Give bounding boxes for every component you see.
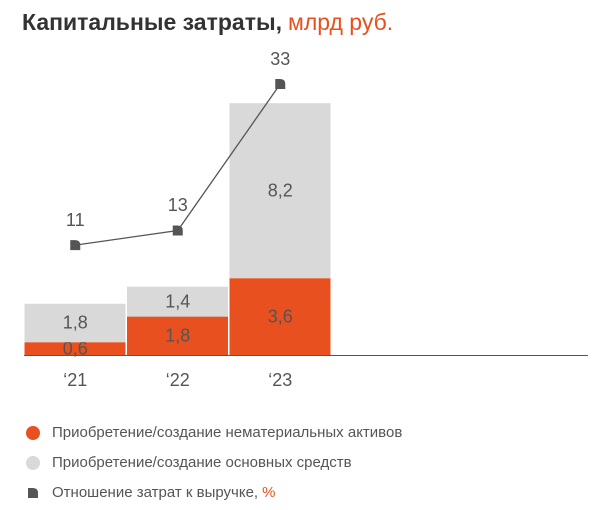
legend-label: Приобретение/создание основных средств xyxy=(52,454,352,471)
ratio-marker xyxy=(172,225,183,236)
legend-label: Отношение затрат к выручке, xyxy=(52,484,258,501)
value-label: 3,6 xyxy=(268,306,293,326)
value-label: 1,8 xyxy=(165,326,190,346)
bar-segment xyxy=(127,316,228,355)
legend-dot xyxy=(26,426,40,440)
ratio-label: 11 xyxy=(66,210,85,230)
value-label: 8,2 xyxy=(268,180,293,200)
legend-unit: % xyxy=(262,484,275,501)
bar-segment xyxy=(24,342,126,355)
legend-dot xyxy=(26,456,40,470)
bar-segment xyxy=(229,278,331,355)
bar-segment xyxy=(127,286,228,317)
legend-entry: Приобретение/создание нематериальных акт… xyxy=(52,424,402,441)
x-tick-label: ‘23 xyxy=(268,370,292,390)
x-tick-label: ‘22 xyxy=(166,370,190,390)
value-label: 1,4 xyxy=(165,291,190,311)
bar-segment xyxy=(24,303,126,343)
chart-title: Капитальные затраты, xyxy=(22,9,282,35)
legend-entry: Приобретение/создание основных средств xyxy=(52,454,352,471)
legend-marker xyxy=(28,488,38,498)
value-label: 1,8 xyxy=(63,313,88,333)
ratio-label: 33 xyxy=(270,49,290,69)
ratio-label: 13 xyxy=(168,195,188,215)
value-label: 0,6 xyxy=(63,338,88,358)
legend-entry: Отношение затрат к выручке,% xyxy=(52,484,275,501)
chart-unit: млрд руб. xyxy=(288,9,393,35)
ratio-marker xyxy=(70,240,81,251)
legend-label: Приобретение/создание нематериальных акт… xyxy=(52,424,402,441)
x-tick-label: ‘21 xyxy=(63,370,87,390)
chart-title-row: Капитальные затраты, млрд руб. xyxy=(22,9,393,35)
ratio-marker xyxy=(275,79,286,89)
